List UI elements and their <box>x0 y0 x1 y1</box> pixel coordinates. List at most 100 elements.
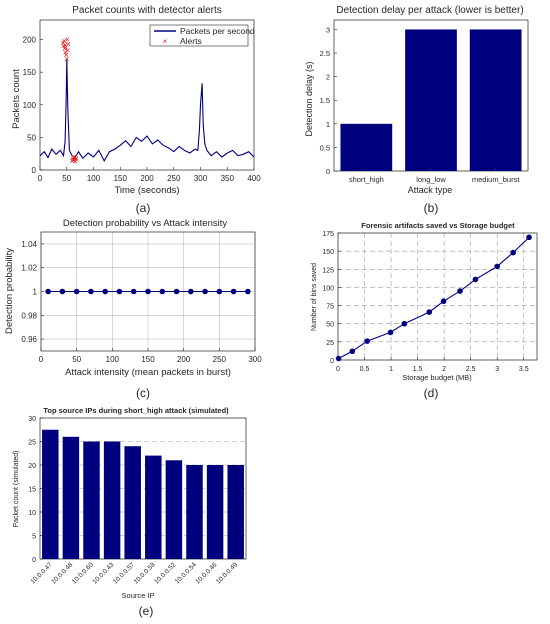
chart-d-ytick-label-1: 25 <box>326 340 334 347</box>
bar-10.0.0.60 <box>83 441 100 559</box>
bar-10.0.0.48 <box>62 436 80 559</box>
bar-10.0.0.52 <box>165 460 183 559</box>
point-detection-probability <box>216 288 223 295</box>
point-bins-saved <box>335 355 342 362</box>
chart-d-xlabel: Storage budget (MB) <box>402 373 472 382</box>
point-detection-probability <box>145 288 151 295</box>
point-bins-saved <box>349 348 356 355</box>
chart-c-xtick-label-0: 0 <box>39 355 44 364</box>
chart-c-title: Detection probability vs Attack intensit… <box>63 218 227 229</box>
legend-alerts: Alerts <box>180 36 202 46</box>
alert-marker: × <box>72 155 77 165</box>
chart-e-ytick-label-2: 10 <box>28 510 36 517</box>
point-detection-probability <box>202 288 208 295</box>
chart-c-xtick-label-3: 150 <box>141 355 155 364</box>
alert-marker: × <box>66 39 71 49</box>
point-detection-probability <box>59 288 66 295</box>
chart-a-ylabel: Packets count <box>11 69 22 129</box>
chart-d-ylabel: Number of bins saved <box>311 263 318 331</box>
point-bins-saved <box>494 263 501 270</box>
point-detection-probability <box>116 288 123 295</box>
point-bins-saved <box>440 298 447 305</box>
chart-c-ytick-label-1: 0.98 <box>21 311 37 320</box>
alert-marker: × <box>65 35 70 45</box>
series-line-packets-per-second <box>39 59 255 163</box>
chart-b-title: Detection delay per attack (lower is bet… <box>336 5 523 16</box>
chart-a-xtick-label-1: 50 <box>62 174 71 183</box>
bar-10.0.0.43 <box>103 441 121 559</box>
chart-a-xtick-label-7: 350 <box>221 174 235 183</box>
chart-b-ytick-label-3: 1.5 <box>320 96 330 105</box>
chart-b-xtick-label-0: short_high <box>349 175 384 184</box>
chart-b-ytick-label-1: 0.5 <box>320 143 330 152</box>
chart-a-xtick-label-3: 150 <box>114 174 128 183</box>
point-detection-probability <box>173 288 180 295</box>
alert-marker: × <box>71 155 76 165</box>
chart-d-ytick-label-0: 0 <box>330 358 334 365</box>
alert-marker: × <box>73 154 78 164</box>
point-bins-saved <box>457 288 463 294</box>
bar-10.0.0.58 <box>145 455 162 559</box>
bar-10.0.0.57 <box>124 446 141 559</box>
point-detection-probability <box>230 288 237 295</box>
chart-c-xtick-label-1: 50 <box>72 355 81 364</box>
series-line-bins-saved <box>338 237 530 359</box>
chart-c-ytick-label-0: 0.96 <box>21 335 37 344</box>
chart-d-ytick-label-3: 75 <box>326 304 334 311</box>
point-bins-saved <box>526 234 532 241</box>
chart-c-xtick-label-5: 250 <box>213 355 227 364</box>
alert-marker: × <box>61 41 66 51</box>
bar-medium_burst <box>469 29 522 171</box>
legend-packets-per-second: Packets per second <box>180 26 255 36</box>
bar-10.0.0.49 <box>227 465 244 559</box>
chart-a-xtick-label-4: 200 <box>140 174 154 183</box>
chart-e-ytick-label-0: 0 <box>32 557 36 564</box>
alert-marker: × <box>65 46 70 56</box>
chart-e-ytick-label-1: 5 <box>32 534 36 541</box>
point-detection-probability <box>130 288 137 295</box>
point-detection-probability <box>102 288 108 295</box>
alert-marker: × <box>63 42 68 52</box>
alert-marker: × <box>61 36 66 46</box>
chart-a-legend: Packets per second × Alerts <box>149 24 255 47</box>
chart-a-xlabel: Time (seconds) <box>114 185 179 196</box>
chart-a-xtick-label-5: 250 <box>167 174 181 183</box>
panel-label-e: (e) <box>139 604 154 618</box>
chart-c-ylabel: Detection probability <box>4 248 15 334</box>
bar-10.0.0.46 <box>206 465 224 559</box>
chart-d-xtick-label-0: 0 <box>336 366 340 373</box>
chart-d-xtick-label-6: 3 <box>495 366 499 373</box>
chart-b-xtick-label-1: long_low <box>416 175 446 184</box>
point-detection-probability <box>245 288 251 295</box>
chart-d-xtick-label-4: 2 <box>442 366 446 373</box>
chart-d-ytick-label-5: 125 <box>322 267 334 274</box>
point-detection-probability <box>88 288 94 295</box>
chart-b-xlabel: Attack type <box>408 185 453 195</box>
chart-a-ytick-label-1: 50 <box>27 133 36 142</box>
chart-e-ytick-label-5: 25 <box>28 440 36 447</box>
chart-a-ytick-label-3: 150 <box>23 68 37 77</box>
chart-b-ytick-label-4: 2 <box>326 73 330 82</box>
chart-d-axes-box <box>337 232 538 361</box>
chart-e-ytick-label-3: 15 <box>28 487 36 494</box>
point-bins-saved <box>472 276 479 283</box>
alert-marker: × <box>71 152 76 162</box>
alert-marker: × <box>70 153 75 163</box>
chart-b-ytick-label-6: 3 <box>326 25 330 34</box>
alert-marker: × <box>74 153 79 163</box>
chart-d-title: Forensic artifacts saved vs Storage budg… <box>361 221 515 230</box>
bar-10.0.0.54 <box>186 465 203 559</box>
alert-marker: × <box>60 38 65 48</box>
point-bins-saved <box>387 329 394 336</box>
chart-a-xtick-label-8: 400 <box>247 174 261 183</box>
chart-d-xtick-label-1: 0.5 <box>360 366 370 373</box>
point-detection-probability <box>159 288 166 295</box>
chart-packet-counts: Packet counts with detector alerts Time … <box>11 5 261 196</box>
point-detection-probability <box>45 288 51 295</box>
alert-marker: × <box>63 40 68 50</box>
chart-c-xtick-label-4: 200 <box>177 355 191 364</box>
chart-b-ytick-label-5: 2.5 <box>320 49 330 58</box>
chart-a-ytick-label-2: 100 <box>23 101 37 110</box>
chart-d-xtick-label-3: 1.5 <box>413 366 423 373</box>
